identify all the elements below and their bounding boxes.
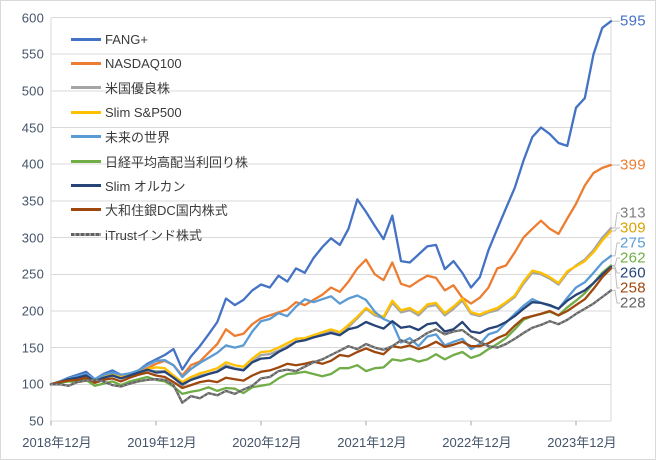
legend-label: Slim S&P500 [105,104,182,120]
series-line-4 [49,254,613,386]
legend-swatch-icon [71,208,101,212]
end-label-8: 228 [620,294,646,312]
end-label-1: 399 [620,156,646,174]
y-axis-tick-550: 550 [21,46,44,62]
end-label-7: 258 [620,279,646,297]
x-axis-tick-4: 2022年12月 [442,435,512,450]
legend-label: 大和住銀DC国内株式 [105,203,228,219]
legend-item-1: NASDAQ100 [71,51,248,75]
legend-item-4: 未来の世界 [71,125,248,149]
legend-swatch-icon [71,135,101,139]
legend: FANG+ NASDAQ100 米国優良株 Slim S&P500 未来の世界日経平均高… [71,27,248,247]
y-axis-tick-250: 250 [21,266,44,282]
x-axis-tick-2: 2020年12月 [232,435,302,450]
legend-label: 未来の世界 [105,130,171,146]
y-axis-tick-600: 600 [21,10,44,25]
x-axis-tick-5: 2023年12月 [547,435,617,450]
legend-swatch-icon [71,159,101,163]
legend-swatch-icon [71,86,101,90]
y-axis-tick-100: 100 [21,376,44,392]
legend-item-3: Slim S&P500 [71,100,248,124]
legend-swatch-icon [71,110,101,114]
legend-swatch-icon [71,62,101,66]
y-axis-tick-500: 500 [21,83,44,99]
x-axis-tick-3: 2021年12月 [337,435,407,450]
end-label-3: 309 [620,219,646,237]
legend-label: 米国優良株 [105,81,171,97]
x-axis-tick-0: 2018年12月 [22,435,92,450]
end-label-4: 275 [620,234,646,252]
end-label-2: 313 [620,204,646,222]
legend-label: 日経平均高配当利回り株 [105,154,249,170]
legend-swatch-icon [71,37,101,41]
legend-swatch-icon [71,232,101,236]
series-line-5 [49,264,613,396]
legend-label: FANG+ [105,31,148,47]
legend-label: iTrustインド株式 [105,227,203,243]
series-line-8 [49,289,613,404]
series-line-7 [49,267,613,390]
y-axis-tick-200: 200 [21,303,44,319]
y-axis-tick-50: 50 [29,413,44,429]
legend-item-0: FANG+ [71,27,248,51]
legend-label: NASDAQ100 [105,56,182,72]
legend-item-2: 米国優良株 [71,76,248,100]
legend-swatch-icon [71,184,101,188]
series-line-6 [49,265,613,386]
end-label-6: 260 [620,264,646,282]
y-axis-tick-300: 300 [21,230,44,246]
y-axis-tick-150: 150 [21,340,44,356]
legend-item-7: 大和住銀DC国内株式 [71,198,248,222]
legend-item-5: 日経平均高配当利回り株 [71,149,248,173]
label-leader-lines [612,20,620,304]
y-axis-tick-400: 400 [21,156,44,172]
end-label-0: 595 [620,12,646,30]
legend-item-6: Slim オルカン [71,173,248,197]
x-axis-tick-1: 2019年12月 [127,435,197,450]
y-axis-tick-350: 350 [21,193,44,209]
x-tick-marks [50,421,577,426]
legend-item-8: iTrustインド株式 [71,222,248,246]
gridlines [50,17,612,422]
legend-label: Slim オルカン [105,179,186,195]
end-label-5: 262 [620,249,646,267]
y-axis-tick-450: 450 [21,120,44,135]
